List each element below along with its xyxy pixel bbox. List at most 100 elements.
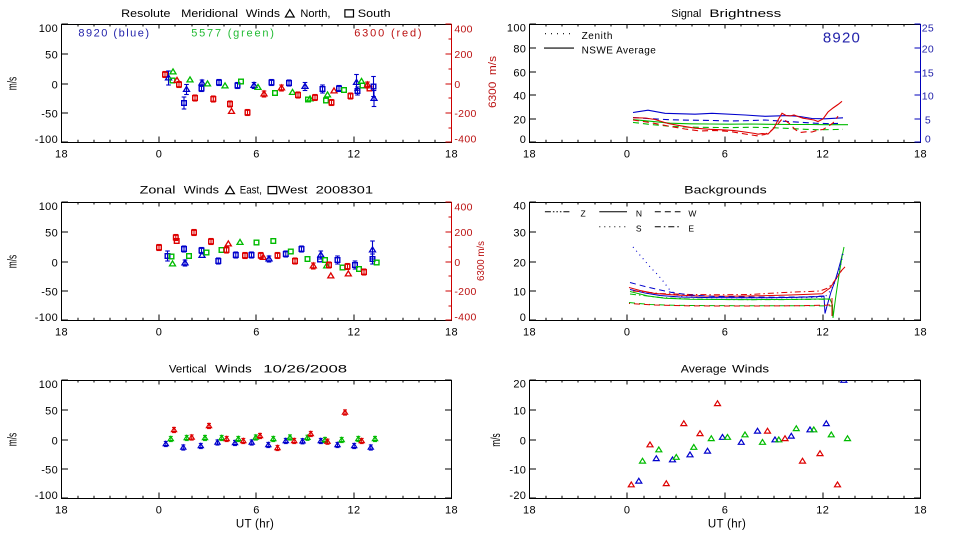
- svg-text:-100: -100: [35, 312, 58, 324]
- svg-text:12: 12: [816, 327, 829, 339]
- svg-text:m/s: m/s: [488, 433, 503, 447]
- svg-text:0: 0: [454, 79, 460, 91]
- svg-text:5577 (green): 5577 (green): [191, 27, 276, 39]
- svg-text:30: 30: [513, 228, 526, 240]
- svg-text:0: 0: [520, 436, 526, 448]
- svg-text:0: 0: [454, 257, 460, 269]
- svg-text:m/s: m/s: [5, 76, 20, 90]
- svg-text:m/s: m/s: [5, 254, 20, 268]
- svg-text:18: 18: [523, 327, 536, 339]
- svg-text:-100: -100: [35, 134, 58, 146]
- svg-text:0: 0: [52, 436, 58, 448]
- svg-text:6300 m/s: 6300 m/s: [475, 241, 487, 281]
- svg-text:Signal: Signal: [671, 8, 701, 20]
- svg-text:Vertical: Vertical: [169, 364, 207, 376]
- svg-text:200: 200: [454, 227, 472, 239]
- svg-text:8920 (blue): 8920 (blue): [78, 27, 150, 39]
- svg-text:Winds: Winds: [732, 363, 770, 375]
- svg-text:0: 0: [624, 505, 631, 517]
- svg-text:0: 0: [52, 258, 58, 270]
- svg-text:0: 0: [624, 327, 631, 339]
- svg-text:m/s: m/s: [5, 432, 20, 446]
- svg-text:Zonal: Zonal: [140, 185, 176, 197]
- svg-text:Winds: Winds: [246, 8, 281, 20]
- svg-text:18: 18: [55, 149, 68, 161]
- svg-text:8920: 8920: [823, 29, 861, 46]
- svg-text:0: 0: [925, 134, 931, 146]
- svg-text:18: 18: [523, 505, 536, 517]
- svg-text:100: 100: [39, 201, 58, 213]
- svg-text:Average: Average: [681, 363, 727, 375]
- svg-text:South: South: [358, 8, 391, 20]
- svg-text:Winds: Winds: [215, 364, 252, 376]
- svg-text:20: 20: [513, 115, 526, 127]
- svg-text:N: N: [636, 209, 642, 219]
- svg-text:25: 25: [922, 22, 934, 34]
- svg-text:-50: -50: [41, 109, 58, 121]
- svg-text:0: 0: [52, 80, 58, 92]
- svg-text:-10: -10: [509, 465, 526, 477]
- svg-text:0: 0: [624, 149, 631, 161]
- svg-text:2008301: 2008301: [316, 185, 374, 197]
- svg-text:18: 18: [445, 149, 458, 161]
- svg-text:West: West: [278, 185, 307, 197]
- svg-text:12: 12: [347, 149, 360, 161]
- svg-text:100: 100: [507, 23, 526, 35]
- svg-text:6: 6: [722, 149, 729, 161]
- svg-text:18: 18: [445, 505, 458, 517]
- svg-text:10/26/2008: 10/26/2008: [263, 364, 347, 376]
- svg-text:0: 0: [156, 149, 163, 161]
- svg-text:18: 18: [914, 505, 927, 517]
- svg-text:-200: -200: [454, 286, 476, 298]
- svg-text:12: 12: [816, 149, 829, 161]
- svg-text:50: 50: [45, 228, 58, 240]
- svg-text:-400: -400: [454, 312, 476, 324]
- svg-text:Meridional: Meridional: [181, 8, 238, 20]
- svg-text:North,: North,: [300, 8, 330, 20]
- svg-text:-400: -400: [454, 134, 476, 146]
- svg-text:-50: -50: [41, 287, 58, 299]
- svg-text:UT (hr): UT (hr): [708, 519, 746, 531]
- svg-text:10: 10: [513, 287, 526, 299]
- svg-text:20: 20: [513, 258, 526, 270]
- svg-text:6300 m/s: 6300 m/s: [487, 55, 499, 108]
- svg-text:Z: Z: [581, 209, 586, 219]
- svg-text:5: 5: [925, 114, 931, 126]
- svg-text:10: 10: [513, 406, 526, 418]
- svg-text:12: 12: [816, 505, 829, 517]
- svg-text:400: 400: [454, 24, 472, 36]
- svg-text:40: 40: [513, 201, 526, 213]
- svg-text:0: 0: [520, 134, 526, 146]
- svg-text:20: 20: [513, 379, 526, 391]
- svg-text:200: 200: [454, 49, 472, 61]
- svg-text:Resolute: Resolute: [121, 8, 170, 20]
- svg-text:80: 80: [513, 44, 526, 56]
- svg-text:40: 40: [513, 91, 526, 103]
- svg-text:UT (hr): UT (hr): [236, 519, 274, 531]
- svg-text:Winds: Winds: [184, 185, 220, 197]
- svg-text:50: 50: [45, 50, 58, 62]
- svg-text:0: 0: [520, 312, 526, 324]
- svg-text:S: S: [636, 223, 642, 233]
- svg-text:60: 60: [513, 68, 526, 80]
- svg-text:12: 12: [347, 327, 360, 339]
- svg-text:100: 100: [39, 379, 58, 391]
- svg-text:20: 20: [922, 43, 934, 55]
- svg-text:100: 100: [39, 23, 58, 35]
- svg-text:-200: -200: [454, 108, 476, 120]
- svg-text:Zenith: Zenith: [582, 31, 613, 42]
- svg-text:18: 18: [523, 149, 536, 161]
- svg-text:6: 6: [722, 505, 729, 517]
- svg-text:East,: East,: [240, 185, 262, 197]
- svg-text:6300 (red): 6300 (red): [354, 27, 423, 39]
- svg-text:18: 18: [55, 327, 68, 339]
- svg-text:0: 0: [156, 327, 163, 339]
- svg-text:E: E: [688, 223, 694, 233]
- svg-text:50: 50: [45, 406, 58, 418]
- svg-text:-20: -20: [509, 490, 526, 502]
- svg-text:W: W: [688, 209, 696, 219]
- svg-text:-100: -100: [35, 490, 58, 502]
- svg-text:18: 18: [445, 327, 458, 339]
- svg-text:400: 400: [454, 202, 472, 214]
- svg-text:NSWE Average: NSWE Average: [582, 46, 657, 57]
